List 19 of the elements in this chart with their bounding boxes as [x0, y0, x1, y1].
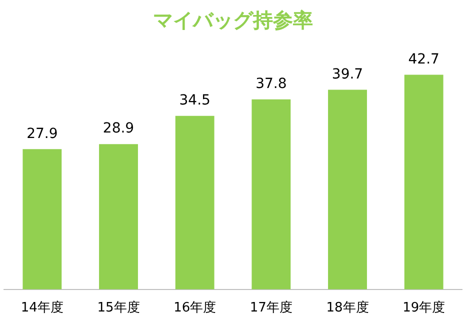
bar — [328, 90, 367, 290]
x-tick-label: 16年度 — [174, 300, 216, 316]
bar — [252, 99, 291, 290]
data-label: 37.8 — [256, 76, 287, 92]
x-tick-label: 15年度 — [97, 300, 140, 316]
x-tick-label: 14年度 — [20, 300, 64, 316]
bar — [99, 144, 138, 290]
x-tick-label: 19年度 — [402, 300, 446, 316]
bar — [22, 149, 62, 290]
data-label: 34.5 — [179, 92, 210, 109]
x-tick-label: 18年度 — [326, 300, 369, 316]
chart-title: マイバッグ持参率 — [153, 8, 313, 32]
x-tick-label: 17年度 — [250, 300, 292, 316]
data-label: 42.7 — [408, 51, 440, 68]
data-label: 28.9 — [102, 120, 134, 137]
data-label: 39.7 — [332, 66, 364, 82]
data-label: 27.9 — [26, 126, 58, 142]
bar — [175, 116, 214, 290]
bar — [404, 74, 444, 290]
